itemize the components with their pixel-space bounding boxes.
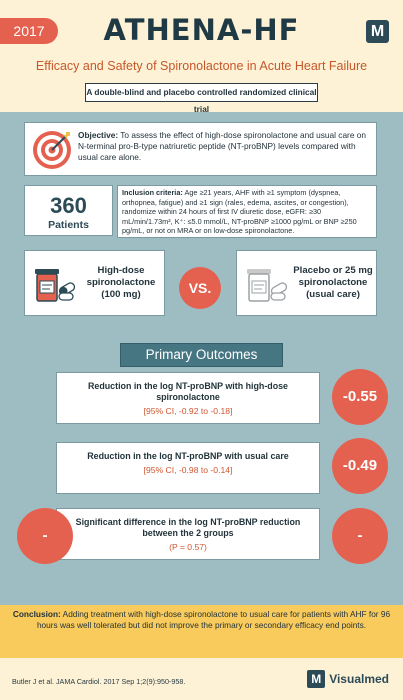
medicine-bottle-icon: [35, 269, 76, 302]
target-icon: [33, 131, 71, 169]
vs-badge: VS.: [179, 267, 221, 309]
objective-label: Objective:: [78, 130, 119, 140]
outcome-3-left-value: -: [17, 508, 73, 564]
conclusion: Conclusion: Adding treatment with high-d…: [0, 605, 403, 658]
outcome-3-ci: (P = 0.57): [169, 542, 207, 552]
patients-label: Patients: [48, 219, 89, 231]
arm-high-dose-label: High-dose spironolactone (100 mg): [86, 265, 156, 300]
outcomes-title: Primary Outcomes: [120, 343, 283, 367]
conclusion-text: Adding treatment with high-dose spironol…: [36, 609, 391, 630]
trial-design: A double-blind and placebo controlled ra…: [85, 83, 318, 114]
placebo-bottle-icon: [247, 269, 288, 302]
outcome-3-text: Significant difference in the log NT-pro…: [75, 517, 301, 538]
main-panel: Objective: To assess the effect of high-…: [0, 112, 403, 605]
objective-card: Objective: To assess the effect of high-…: [24, 122, 377, 176]
citation: Butler J et al. JAMA Cardiol. 2017 Sep 1…: [12, 677, 186, 686]
inclusion-text: Age ≥21 years, AHF with ≥1 symptom (dysp…: [122, 188, 357, 236]
arm-high-dose: High-dose spironolactone (100 mg): [24, 250, 165, 316]
objective-body: To assess the effect of high-dose spiron…: [78, 130, 366, 162]
outcome-card-1: Reduction in the log NT-proBNP with high…: [56, 372, 320, 424]
outcome-card-3: Significant difference in the log NT-pro…: [56, 508, 320, 560]
year-badge: 2017: [0, 18, 58, 44]
outcome-2-value: -0.49: [332, 438, 388, 494]
outcome-2-text: Reduction in the log NT-proBNP with usua…: [87, 451, 289, 461]
brand-icon: M: [307, 670, 326, 688]
outcome-3-right-value: -: [332, 508, 388, 564]
arm-usual-care: Placebo or 25 mg spironolactone (usual c…: [236, 250, 377, 316]
arm-usual-care-label: Placebo or 25 mg spironolactone (usual c…: [293, 265, 373, 300]
brand-logo: M Visualmed: [307, 670, 389, 688]
outcome-card-2: Reduction in the log NT-proBNP with usua…: [56, 442, 320, 494]
conclusion-label: Conclusion:: [12, 609, 61, 619]
inclusion-label: Inclusion criteria:: [122, 188, 183, 197]
patients-count: 360: [50, 193, 87, 218]
outcome-2-ci: [95% CI, -0.98 to -0.14]: [143, 465, 233, 475]
page-title: ATHENA-HF: [103, 13, 300, 47]
outcome-1-ci: [95% CI, -0.92 to -0.18]: [143, 406, 233, 416]
inclusion-card: Inclusion criteria: Age ≥21 years, AHF w…: [117, 185, 377, 238]
patients-card: 360 Patients: [24, 185, 113, 236]
objective-text: Objective: To assess the effect of high-…: [78, 130, 370, 163]
footer: Butler J et al. JAMA Cardiol. 2017 Sep 1…: [0, 658, 403, 700]
logo-icon: M: [366, 20, 389, 43]
outcome-1-text: Reduction in the log NT-proBNP with high…: [87, 381, 288, 402]
page-subtitle: Efficacy and Safety of Spironolactone in…: [35, 59, 368, 73]
header: 2017 ATHENA-HF M Efficacy and Safety of …: [0, 0, 403, 114]
outcome-1-value: -0.55: [332, 369, 388, 425]
brand-name: Visualmed: [329, 672, 389, 686]
